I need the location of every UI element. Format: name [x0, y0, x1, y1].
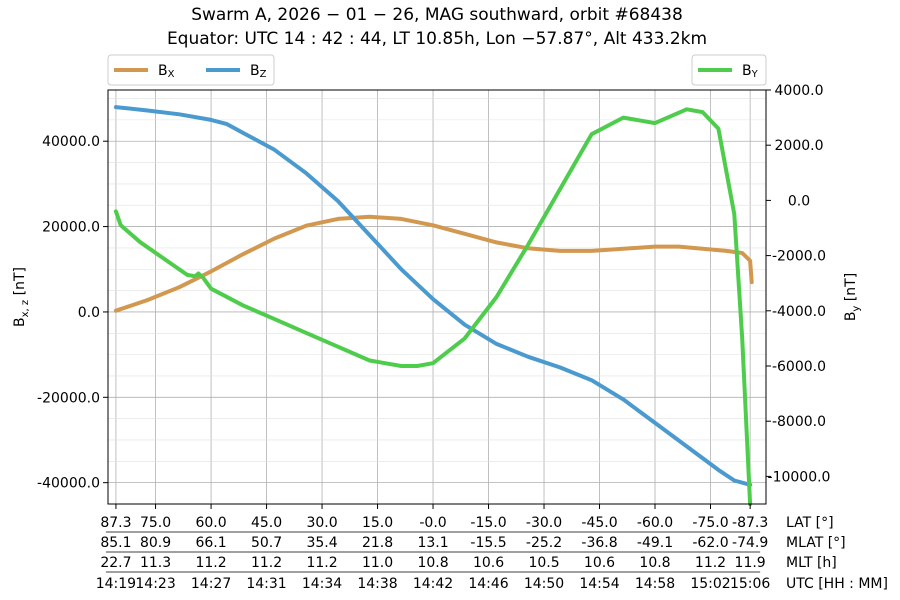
legend-label: BY [742, 63, 759, 80]
x-row-tick-label: 10.6 [584, 555, 615, 571]
x-row-tick-label: 14:58 [635, 576, 675, 592]
y-axis-left-label: Bx, z [nT] [12, 267, 31, 327]
x-row-tick-label: -60.0 [637, 515, 673, 531]
x-row-tick-label: -30.0 [526, 515, 562, 531]
x-row-label: MLT [h] [786, 555, 837, 571]
x-row-tick-label: -15.0 [470, 515, 506, 531]
x-row-tick-label: 45.0 [251, 515, 282, 531]
x-row-tick-label: 11.9 [735, 555, 766, 571]
x-row-tick-label: 85.1 [100, 535, 131, 551]
x-row-tick-label: 14:46 [468, 576, 508, 592]
y-axis-left: 40000.0 20000.0 0.0 -20000.0 -40000.0 [37, 134, 108, 492]
x-row-label: LAT [°] [786, 515, 834, 531]
y-left-tick-label: 20000.0 [42, 220, 100, 236]
x-row-tick-label: -87.3 [732, 515, 768, 531]
x-row-tick-label: -36.8 [581, 535, 617, 551]
legend-left-box [107, 54, 275, 86]
x-row-tick-label: -45.0 [581, 515, 617, 531]
x-row-label: UTC [HH : MM] [786, 576, 888, 592]
x-row-tick-label: 11.2 [695, 555, 726, 571]
y-axis-right: 4000.0 2000.0 0.0 -2000.0 -4000.0 -6000.0 -800… [766, 83, 830, 485]
x-row-tick-label: 11.0 [362, 555, 393, 571]
y-right-tick-label: 4000.0 [775, 83, 824, 99]
plot-frame [107, 89, 767, 505]
legend-left: BX BZ [107, 54, 275, 86]
x-row-tick-label: -62.0 [692, 535, 728, 551]
x-row-tick-label: -25.2 [526, 535, 562, 551]
x-row-tick-label: -75.0 [692, 515, 728, 531]
x-row-tick-label: 13.1 [417, 535, 448, 551]
x-row-tick-label: 14:42 [413, 576, 453, 592]
x-row-tick-label: 75.0 [140, 515, 171, 531]
x-axis-rows: 87.3 75.0 60.0 45.0 30.0 15.0 -0.0 -15.0 -30.0 -4… [96, 504, 888, 592]
x-row-tick-label: -49.1 [637, 535, 673, 551]
y-right-tick-label: -2000.0 [772, 249, 826, 265]
y-right-tick-label: 0.0 [788, 193, 810, 209]
x-row-tick-label: 60.0 [195, 515, 226, 531]
y-axis-right-label: By [nT] [843, 273, 862, 321]
y-left-tick-label: -40000.0 [37, 476, 100, 492]
x-row-tick-label: 35.4 [306, 535, 337, 551]
x-row-tick-label: 14:23 [135, 576, 175, 592]
x-row-tick-label: 14:34 [302, 576, 342, 592]
series-layer [113, 105, 754, 506]
x-row-tick-label: 14:19 [96, 576, 136, 592]
x-row-tick-label: 14:27 [191, 576, 231, 592]
x-row-tick-label: 11.2 [195, 555, 226, 571]
x-row-tick-label: 80.9 [140, 535, 171, 551]
x-row-tick-label: 10.5 [528, 555, 559, 571]
legend-right: BY [691, 54, 767, 86]
chart-title-line1: Swarm A, 2026 − 01 − 26, MAG southward, … [191, 5, 683, 25]
y-right-tick-label: -4000.0 [772, 304, 826, 320]
x-row-tick-label: 22.7 [100, 555, 131, 571]
x-row-tick-label: 15:06 [730, 576, 770, 592]
x-row-tick-label: -74.9 [732, 535, 768, 551]
x-row-tick-label: -15.5 [470, 535, 506, 551]
y-left-tick-label: 40000.0 [42, 134, 100, 150]
x-row-tick-label: 66.1 [195, 535, 226, 551]
x-row-tick-label: 15:02 [690, 576, 730, 592]
grid [108, 90, 766, 505]
x-row-tick-label: 21.8 [362, 535, 393, 551]
x-row-tick-label: 11.3 [140, 555, 171, 571]
series-line-bz [113, 105, 753, 487]
y-right-tick-label: -10000.0 [768, 469, 831, 485]
x-row-tick-label: -0.0 [419, 515, 446, 531]
x-row-tick-label: 50.7 [251, 535, 282, 551]
y-left-tick-label: 0.0 [78, 305, 100, 321]
x-row-tick-label: 11.2 [306, 555, 337, 571]
x-row-tick-label: 87.3 [100, 515, 131, 531]
x-row-tick-label: 15.0 [362, 515, 393, 531]
x-row-tick-label: 14:54 [579, 576, 619, 592]
x-row-tick-label: 14:50 [524, 576, 564, 592]
x-row-tick-label: 10.6 [473, 555, 504, 571]
x-row-tick-label: 14:38 [357, 576, 397, 592]
x-row-tick-label: 14:31 [246, 576, 286, 592]
x-row-tick-label: 11.2 [251, 555, 282, 571]
chart-title-line2: Equator: UTC 14 : 42 : 44, LT 10.85h, Lo… [167, 29, 707, 49]
series-line-by [113, 107, 753, 506]
x-row-tick-label: 30.0 [306, 515, 337, 531]
legend-label: BZ [250, 63, 267, 80]
y-right-tick-label: 2000.0 [775, 138, 824, 154]
legend-label: BX [158, 63, 175, 80]
y-right-tick-label: -6000.0 [772, 359, 826, 375]
y-right-tick-label: -8000.0 [772, 414, 826, 430]
x-row-tick-label: 10.8 [417, 555, 448, 571]
series-line-bx [113, 214, 754, 313]
y-left-tick-label: -20000.0 [37, 390, 100, 406]
x-row-label: MLAT [°] [786, 535, 846, 551]
x-row-tick-label: 10.8 [639, 555, 670, 571]
